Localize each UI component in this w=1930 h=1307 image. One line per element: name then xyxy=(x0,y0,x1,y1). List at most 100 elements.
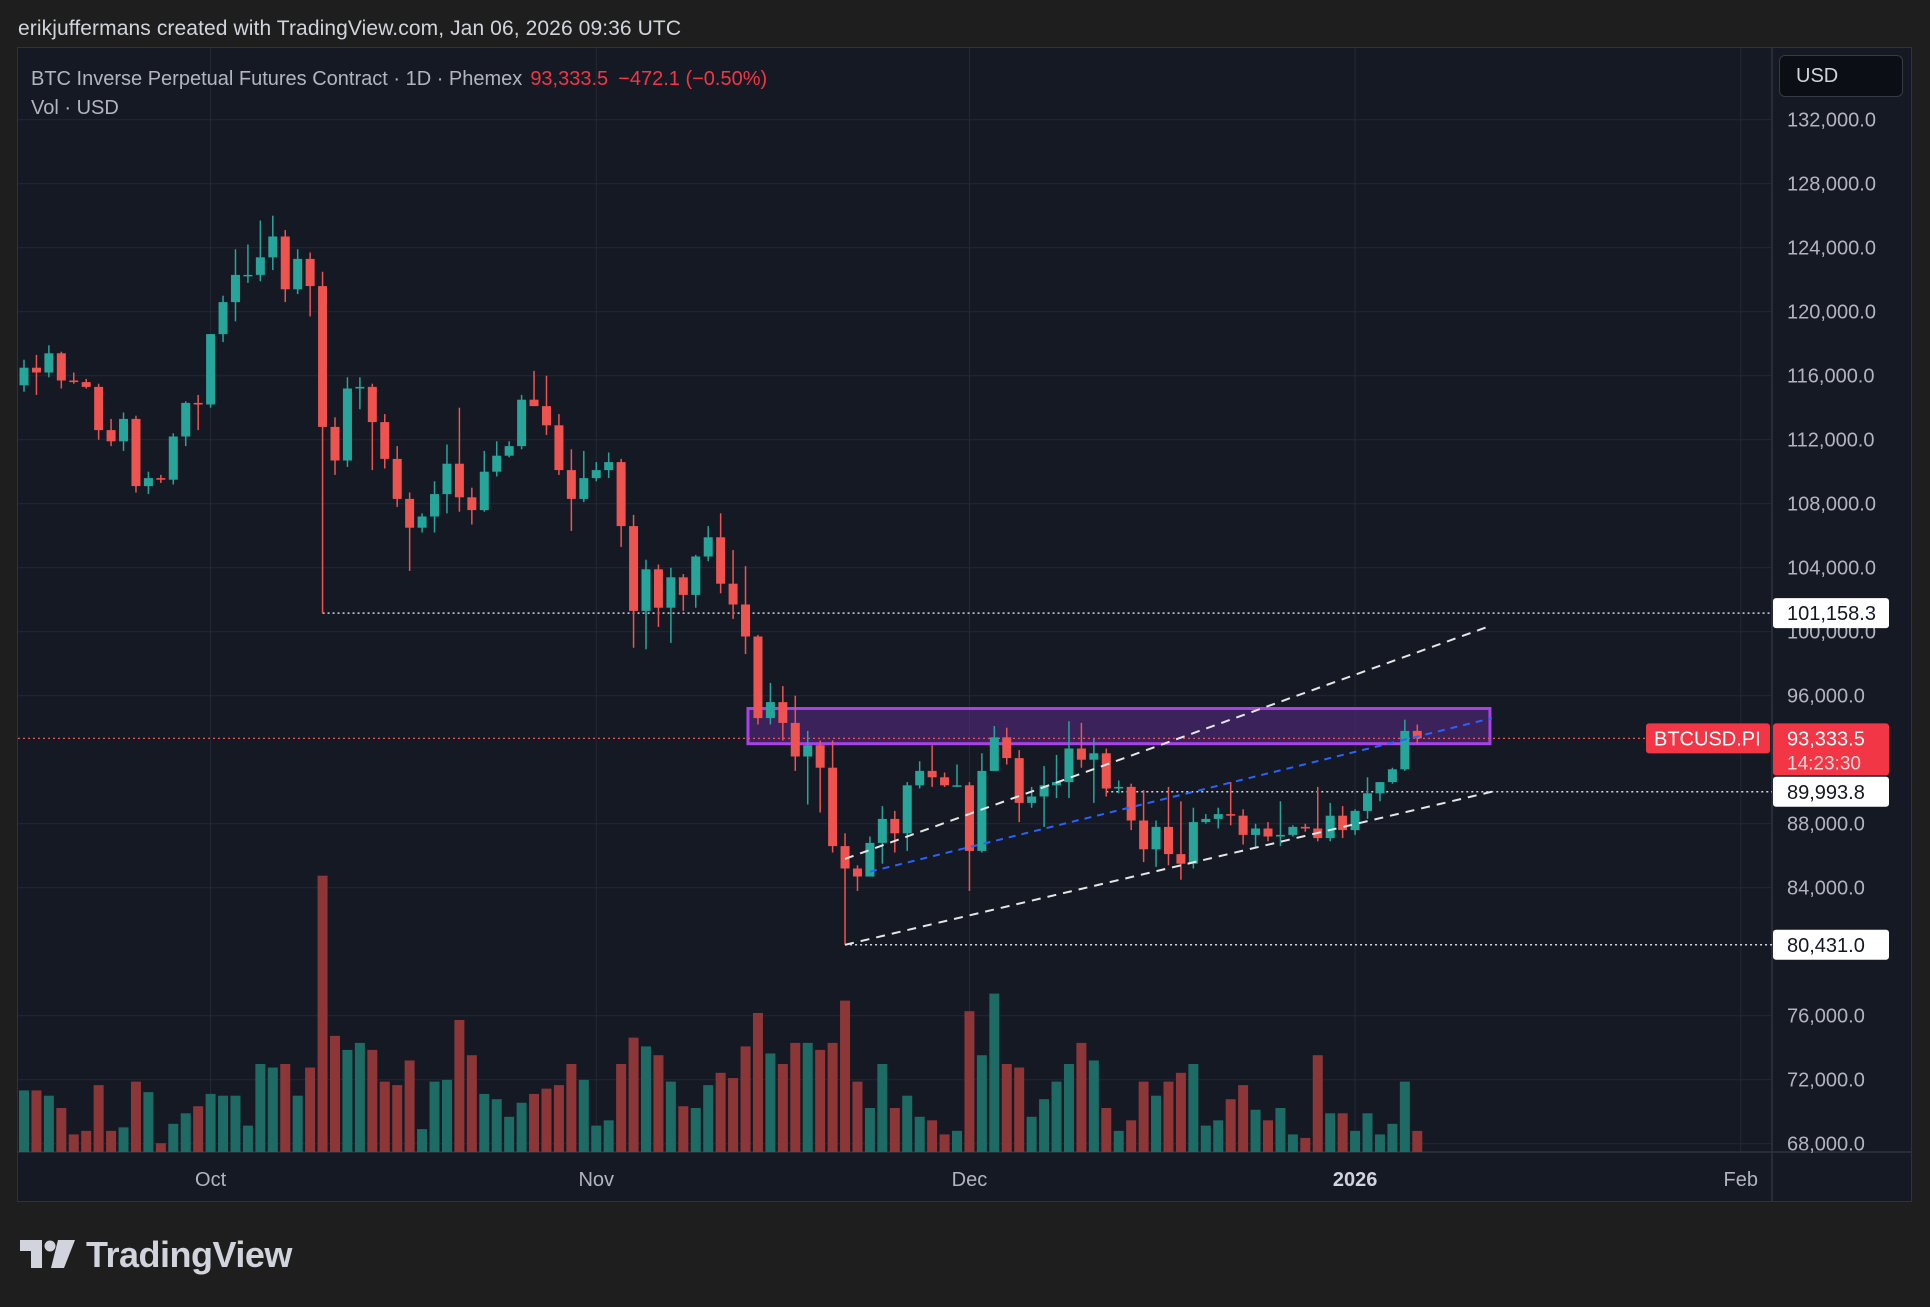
candle-up[interactable] xyxy=(243,274,253,277)
candle-up[interactable] xyxy=(1027,796,1037,803)
candle-down[interactable] xyxy=(566,470,576,499)
candle-down[interactable] xyxy=(1226,814,1236,816)
candle-down[interactable] xyxy=(1163,826,1173,855)
candle-up[interactable] xyxy=(1400,730,1410,770)
candle-down[interactable] xyxy=(81,382,91,387)
candle-down[interactable] xyxy=(392,458,402,499)
candle-down[interactable] xyxy=(1076,748,1086,760)
candle-down[interactable] xyxy=(616,462,626,527)
candle-up[interactable] xyxy=(1251,828,1261,835)
candle-down[interactable] xyxy=(678,577,688,595)
candle-up[interactable] xyxy=(1325,815,1335,839)
candle-up[interactable] xyxy=(1188,822,1198,864)
candle-down[interactable] xyxy=(629,526,639,611)
candle-down[interactable] xyxy=(840,846,850,869)
candle-up[interactable] xyxy=(591,470,601,479)
candle-up[interactable] xyxy=(1363,793,1373,811)
candle-down[interactable] xyxy=(318,286,328,427)
candle-up[interactable] xyxy=(877,818,887,843)
candle-down[interactable] xyxy=(1014,758,1024,803)
candle-up[interactable] xyxy=(1039,785,1049,797)
candle-up[interactable] xyxy=(430,494,440,517)
candle-up[interactable] xyxy=(1114,786,1124,789)
candle-down[interactable] xyxy=(1002,737,1012,759)
candle-up[interactable] xyxy=(1151,826,1161,850)
candle-down[interactable] xyxy=(778,702,788,723)
symbol-legend-row[interactable]: BTC Inverse Perpetual Futures Contract ·… xyxy=(31,65,767,94)
candle-down[interactable] xyxy=(790,722,800,757)
candle-up[interactable] xyxy=(915,770,925,786)
candle-down[interactable] xyxy=(716,537,726,584)
candle-up[interactable] xyxy=(342,388,352,461)
candle-up[interactable] xyxy=(206,334,216,405)
candle-down[interactable] xyxy=(69,380,79,383)
candle-up[interactable] xyxy=(666,577,676,608)
candle-up[interactable] xyxy=(641,569,651,611)
candle-up[interactable] xyxy=(19,367,29,386)
candle-up[interactable] xyxy=(168,436,178,480)
candle-down[interactable] xyxy=(653,569,663,608)
candle-up[interactable] xyxy=(492,455,502,472)
candle-up[interactable] xyxy=(1213,814,1223,819)
candle-up[interactable] xyxy=(1375,782,1385,794)
candle-up[interactable] xyxy=(902,785,912,834)
volume-legend-row[interactable]: Vol · USD xyxy=(31,97,119,119)
candle-down[interactable] xyxy=(940,777,950,786)
candle-down[interactable] xyxy=(454,463,464,498)
candle-up[interactable] xyxy=(765,702,775,719)
candle-up[interactable] xyxy=(218,302,228,335)
candle-down[interactable] xyxy=(554,425,564,471)
candle-down[interactable] xyxy=(106,430,116,442)
candle-up[interactable] xyxy=(293,258,303,290)
candle-up[interactable] xyxy=(1052,782,1062,786)
candle-down[interactable] xyxy=(741,604,751,637)
candle-down[interactable] xyxy=(1238,815,1248,835)
candle-up[interactable] xyxy=(143,478,153,487)
candle-down[interactable] xyxy=(1263,828,1273,837)
candle-down[interactable] xyxy=(890,818,900,834)
candle-up[interactable] xyxy=(865,842,875,877)
candle-up[interactable] xyxy=(1350,810,1360,831)
candle-down[interactable] xyxy=(330,426,340,461)
candle-down[interactable] xyxy=(56,353,66,381)
candle-down[interactable] xyxy=(305,258,315,287)
candle-up[interactable] xyxy=(1275,834,1285,837)
candle-down[interactable] xyxy=(927,770,937,778)
candle-down[interactable] xyxy=(964,785,974,851)
candle-down[interactable] xyxy=(1139,820,1149,850)
candle-down[interactable] xyxy=(31,367,41,373)
candle-down[interactable] xyxy=(1176,854,1186,864)
candle-down[interactable] xyxy=(193,402,203,405)
candle-down[interactable] xyxy=(852,868,862,877)
candle-up[interactable] xyxy=(355,386,365,389)
candle-up[interactable] xyxy=(1201,818,1211,823)
candle-up[interactable] xyxy=(1288,826,1298,835)
candle-down[interactable] xyxy=(753,636,763,719)
candle-up[interactable] xyxy=(1089,753,1099,760)
candle-down[interactable] xyxy=(815,745,825,768)
candle-down[interactable] xyxy=(367,386,377,423)
candle-up[interactable] xyxy=(119,418,129,442)
chart-frame[interactable] xyxy=(17,47,1912,1202)
candle-down[interactable] xyxy=(728,583,738,605)
candle-up[interactable] xyxy=(579,478,589,499)
candle-down[interactable] xyxy=(529,399,539,407)
candle-down[interactable] xyxy=(828,767,838,847)
candle-down[interactable] xyxy=(131,418,141,487)
candle-down[interactable] xyxy=(380,422,390,459)
candle-up[interactable] xyxy=(952,785,962,787)
candle-down[interactable] xyxy=(156,478,166,480)
tradingview-brand[interactable]: TradingView xyxy=(20,1233,292,1277)
candle-up[interactable] xyxy=(479,471,489,511)
channel-line[interactable] xyxy=(844,624,1493,860)
candle-up[interactable] xyxy=(517,399,527,447)
candle-down[interactable] xyxy=(1338,815,1348,831)
candle-up[interactable] xyxy=(691,556,701,595)
candle-up[interactable] xyxy=(268,236,278,258)
currency-button[interactable]: USD xyxy=(1779,55,1903,97)
candle-up[interactable] xyxy=(989,737,999,771)
candle-up[interactable] xyxy=(442,463,452,495)
trend-line-blue[interactable] xyxy=(869,717,1493,873)
candle-up[interactable] xyxy=(1387,769,1397,783)
candle-up[interactable] xyxy=(1064,748,1074,783)
